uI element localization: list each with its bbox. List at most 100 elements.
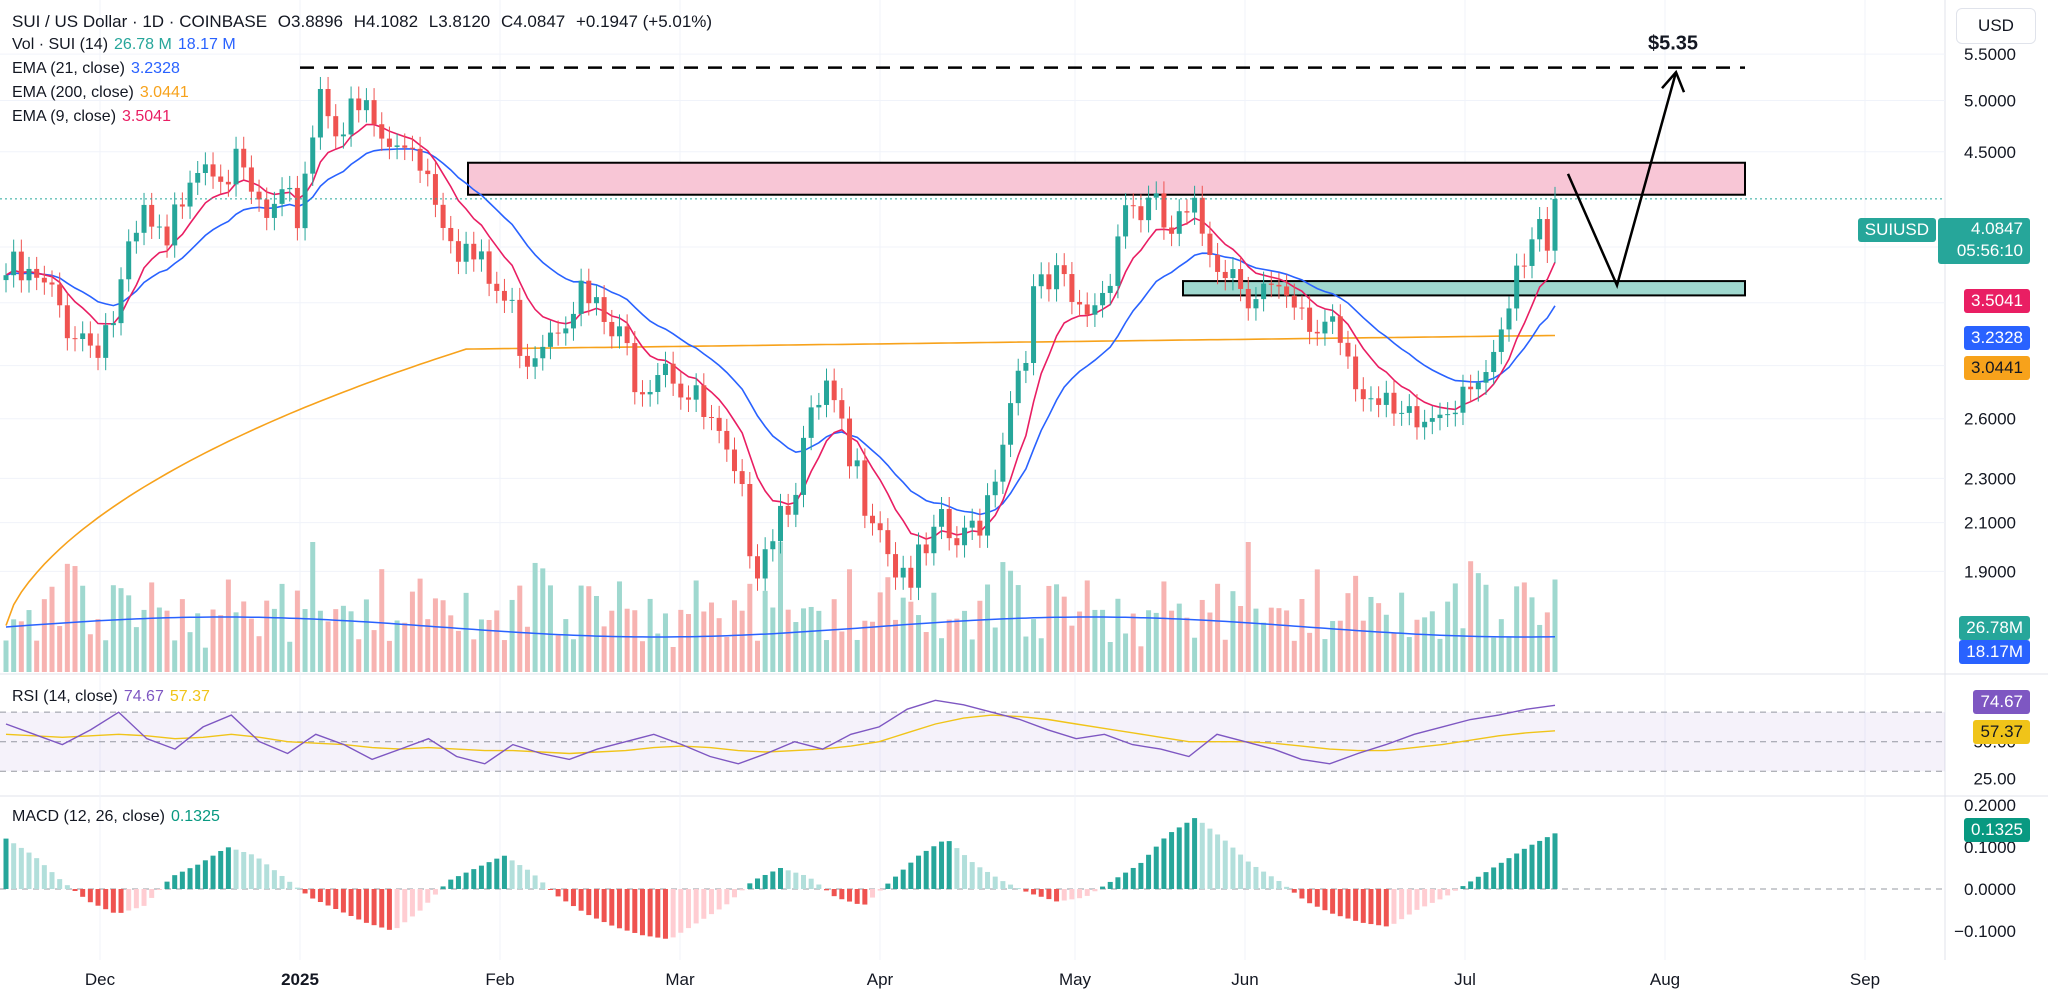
volume-bar — [616, 581, 622, 672]
volume-bar — [1475, 573, 1481, 672]
candle-body — [747, 484, 753, 557]
candle-body — [893, 554, 899, 578]
candle-body — [1330, 316, 1336, 322]
macd-histogram-bar — [26, 852, 32, 889]
macd-histogram-bar — [939, 841, 945, 889]
indicator-label: EMA (21, close) — [12, 60, 125, 77]
candle-body — [379, 124, 385, 139]
macd-histogram-bar — [1176, 827, 1182, 889]
macd-histogram-bar — [409, 889, 415, 917]
candle-body — [356, 98, 362, 111]
volume-bar — [1146, 610, 1152, 672]
candle-body — [731, 449, 737, 472]
candle-body — [1498, 329, 1504, 352]
volume-bar — [394, 620, 400, 672]
volume-bar — [547, 585, 553, 672]
volume-bar — [1184, 617, 1190, 672]
volume-bar — [985, 584, 991, 672]
indicator-label: Vol · SUI (14) — [12, 36, 109, 53]
ohlc-low: L3.8120 — [428, 12, 491, 31]
volume-bar — [187, 632, 193, 672]
volume-bar — [1061, 596, 1067, 672]
macd-histogram-bar — [1130, 867, 1136, 889]
volume-bar — [586, 586, 592, 672]
volume-bar — [118, 588, 124, 672]
macd-histogram-bar — [923, 850, 929, 889]
macd-histogram-bar — [202, 860, 208, 889]
volume-bar — [133, 627, 139, 672]
candle-body — [172, 204, 178, 246]
currency-button[interactable]: USD — [1956, 8, 2036, 44]
candle-body — [1192, 197, 1198, 213]
macd-histogram-bar — [103, 889, 109, 910]
candle-body — [1529, 239, 1535, 266]
candle-body — [1100, 292, 1106, 306]
volume-bar — [1330, 621, 1336, 672]
macd-histogram-bar — [1008, 884, 1014, 889]
macd-histogram-bar — [1138, 862, 1144, 889]
macd-histogram-bar — [1023, 889, 1029, 892]
indicator-label: EMA (200, close) — [12, 84, 134, 101]
macd-histogram-bar — [1529, 844, 1535, 889]
macd-histogram-bar — [486, 862, 492, 889]
macd-histogram-bar — [908, 862, 914, 889]
candle-body — [1023, 362, 1029, 371]
macd-histogram-bar — [471, 869, 477, 889]
macd-histogram-bar — [34, 858, 40, 889]
macd-histogram-bar — [1360, 889, 1366, 923]
candle-body — [586, 280, 592, 304]
macd-histogram-bar — [1123, 872, 1129, 889]
target-label: $5.35 — [1648, 33, 1698, 55]
macd-histogram-bar — [1153, 846, 1159, 889]
candle-body — [754, 556, 760, 579]
candle-body — [1054, 265, 1060, 290]
candle-body — [310, 137, 316, 174]
candle-body — [1000, 444, 1006, 482]
volume-bar — [195, 613, 201, 672]
rsi-tick-label: 25.00 — [1973, 770, 2016, 789]
macd-histogram-bar — [670, 889, 676, 938]
candle-body — [785, 505, 791, 515]
candle-body — [954, 538, 960, 546]
macd-histogram-bar — [900, 869, 906, 889]
volume-bar — [847, 569, 853, 672]
macd-histogram-bar — [770, 871, 776, 889]
candle-body — [985, 495, 991, 536]
candle-body — [578, 280, 584, 314]
candle-body — [1399, 412, 1405, 414]
volume-bar — [1176, 603, 1182, 672]
price-tick-label: 2.3000 — [1964, 469, 2016, 488]
macd-histogram-bar — [348, 889, 354, 916]
macd-histogram-bar — [49, 872, 55, 889]
macd-histogram-bar — [793, 872, 799, 889]
volume-bar — [294, 590, 300, 672]
volume-bar — [126, 595, 132, 672]
candle-body — [80, 333, 86, 340]
volume-bar — [1406, 637, 1412, 672]
candle-body — [1146, 197, 1152, 221]
volume-bar — [739, 610, 745, 672]
indicator-row: Vol · SUI (14) 26.78 M 18.17 M — [12, 36, 242, 54]
candle-body — [325, 88, 331, 117]
volume-bar — [333, 609, 339, 672]
candle-body — [317, 88, 323, 138]
candle-body — [110, 323, 116, 326]
candle-body — [478, 251, 484, 260]
rsi-ma-line — [5, 714, 1556, 755]
pane-legend: MACD (12, 26, close) 0.1325 — [12, 808, 226, 826]
candle-body — [41, 277, 47, 283]
macd-histogram-bar — [616, 889, 622, 929]
macd-histogram-bar — [877, 889, 883, 891]
candle-body — [662, 363, 668, 376]
volume-bar — [563, 619, 569, 672]
support-zone — [1182, 280, 1746, 297]
time-tick-label: Apr — [867, 970, 894, 989]
macd-histogram-bar — [218, 850, 224, 889]
volume-bar — [425, 619, 431, 672]
volume-bar — [1238, 606, 1244, 672]
volume-ma-tag: 18.17M — [1959, 640, 2030, 664]
candle-body — [877, 523, 883, 531]
macd-histogram-bar — [1115, 877, 1121, 889]
volume-bar — [1138, 646, 1144, 672]
